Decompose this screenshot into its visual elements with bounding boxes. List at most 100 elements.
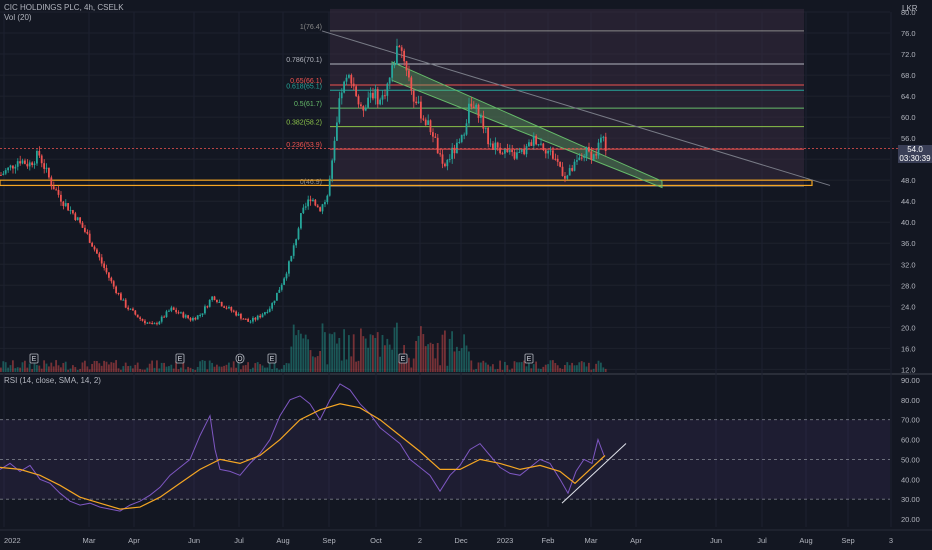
volume-bar — [436, 342, 439, 372]
candle — [244, 318, 247, 320]
volume-bar — [336, 343, 338, 372]
volume-bar — [523, 360, 525, 372]
volume-bar — [300, 333, 302, 372]
candle — [249, 321, 252, 323]
volume-bar — [182, 360, 185, 372]
candle — [470, 103, 473, 107]
volume-bar — [583, 362, 585, 372]
candle — [48, 167, 50, 178]
volume-bar — [74, 367, 77, 372]
volume-bar — [525, 366, 528, 372]
candle — [24, 160, 26, 164]
volume-bar — [561, 368, 564, 372]
candle — [240, 313, 242, 319]
volume-bar — [458, 350, 461, 372]
volume-bar — [45, 363, 48, 372]
candle — [489, 143, 492, 145]
volume-bar — [424, 346, 427, 372]
rsi-axis-label: 20.00 — [901, 515, 920, 524]
candle — [439, 153, 441, 155]
volume-bar — [50, 362, 53, 372]
volume-bar — [283, 365, 285, 372]
volume-bar — [412, 358, 415, 372]
time-axis-label: Mar — [83, 536, 96, 545]
fib-level-label: 0(46.9) — [300, 179, 322, 186]
candle — [55, 189, 57, 191]
candle — [69, 210, 72, 212]
volume-bar — [516, 362, 518, 372]
time-axis-label: Sep — [841, 536, 854, 545]
candle — [206, 306, 209, 308]
time-axis-label: 2023 — [497, 536, 514, 545]
candle — [331, 160, 333, 179]
candle — [50, 177, 53, 187]
volume-bar — [506, 365, 509, 372]
rsi-axis-label: 30.00 — [901, 495, 920, 504]
earnings-marker-label: E — [270, 356, 275, 363]
candle — [472, 106, 475, 109]
candle — [120, 293, 122, 300]
candle — [117, 293, 120, 295]
time-axis-label: Feb — [542, 536, 555, 545]
candle — [189, 318, 192, 321]
candle — [376, 89, 379, 105]
candle — [153, 323, 156, 325]
candle — [549, 150, 552, 152]
last-price: 54.0 — [907, 145, 923, 154]
candle — [436, 137, 439, 154]
candle — [261, 314, 264, 318]
volume-bar — [571, 362, 573, 372]
candle — [180, 312, 182, 314]
volume-bar — [36, 365, 38, 372]
candle — [321, 204, 324, 212]
volume-bar — [259, 364, 261, 372]
volume-bar — [177, 369, 180, 372]
candle — [16, 161, 19, 167]
volume-bar — [367, 347, 369, 372]
volume-bar — [247, 362, 249, 372]
candle — [134, 310, 137, 315]
candle — [74, 213, 77, 221]
candle — [31, 162, 33, 165]
volume-bar — [156, 360, 158, 372]
fib-level-label: 0.618(65.1) — [286, 83, 322, 90]
candle — [578, 157, 581, 161]
volume-bar — [240, 369, 242, 372]
volume-bar — [21, 362, 24, 372]
volume-bar — [573, 365, 576, 372]
candle — [547, 150, 549, 154]
candle — [223, 306, 225, 308]
volume-bar — [556, 365, 559, 372]
candle — [201, 313, 204, 315]
candle — [360, 104, 362, 107]
volume-bar — [252, 367, 254, 372]
candle — [408, 70, 410, 78]
candle — [532, 135, 535, 146]
fib-level-label: 0.786(70.1) — [286, 57, 322, 64]
volume-bar — [604, 368, 607, 372]
candle — [518, 151, 521, 153]
candle — [374, 89, 377, 99]
candle — [552, 150, 554, 159]
fib-level-label: 0.236(53.9) — [286, 142, 322, 149]
volume-bar — [280, 368, 283, 372]
volume-bar — [338, 337, 341, 372]
candle — [544, 150, 547, 154]
candle — [391, 65, 393, 78]
rsi-ma-line — [0, 403, 606, 510]
volume-bar — [81, 362, 84, 372]
candle — [396, 45, 398, 65]
candle — [285, 273, 288, 279]
volume-bar — [223, 365, 225, 372]
candle — [600, 137, 602, 143]
candle — [357, 96, 360, 105]
volume-bar — [600, 362, 602, 372]
price-axis-label: 64.0 — [901, 92, 916, 101]
candle — [540, 143, 542, 145]
candle — [384, 95, 386, 97]
candle — [36, 150, 38, 164]
candle — [564, 175, 566, 179]
volume-bar — [468, 351, 470, 372]
volume-legend: Vol (20) — [4, 13, 36, 22]
